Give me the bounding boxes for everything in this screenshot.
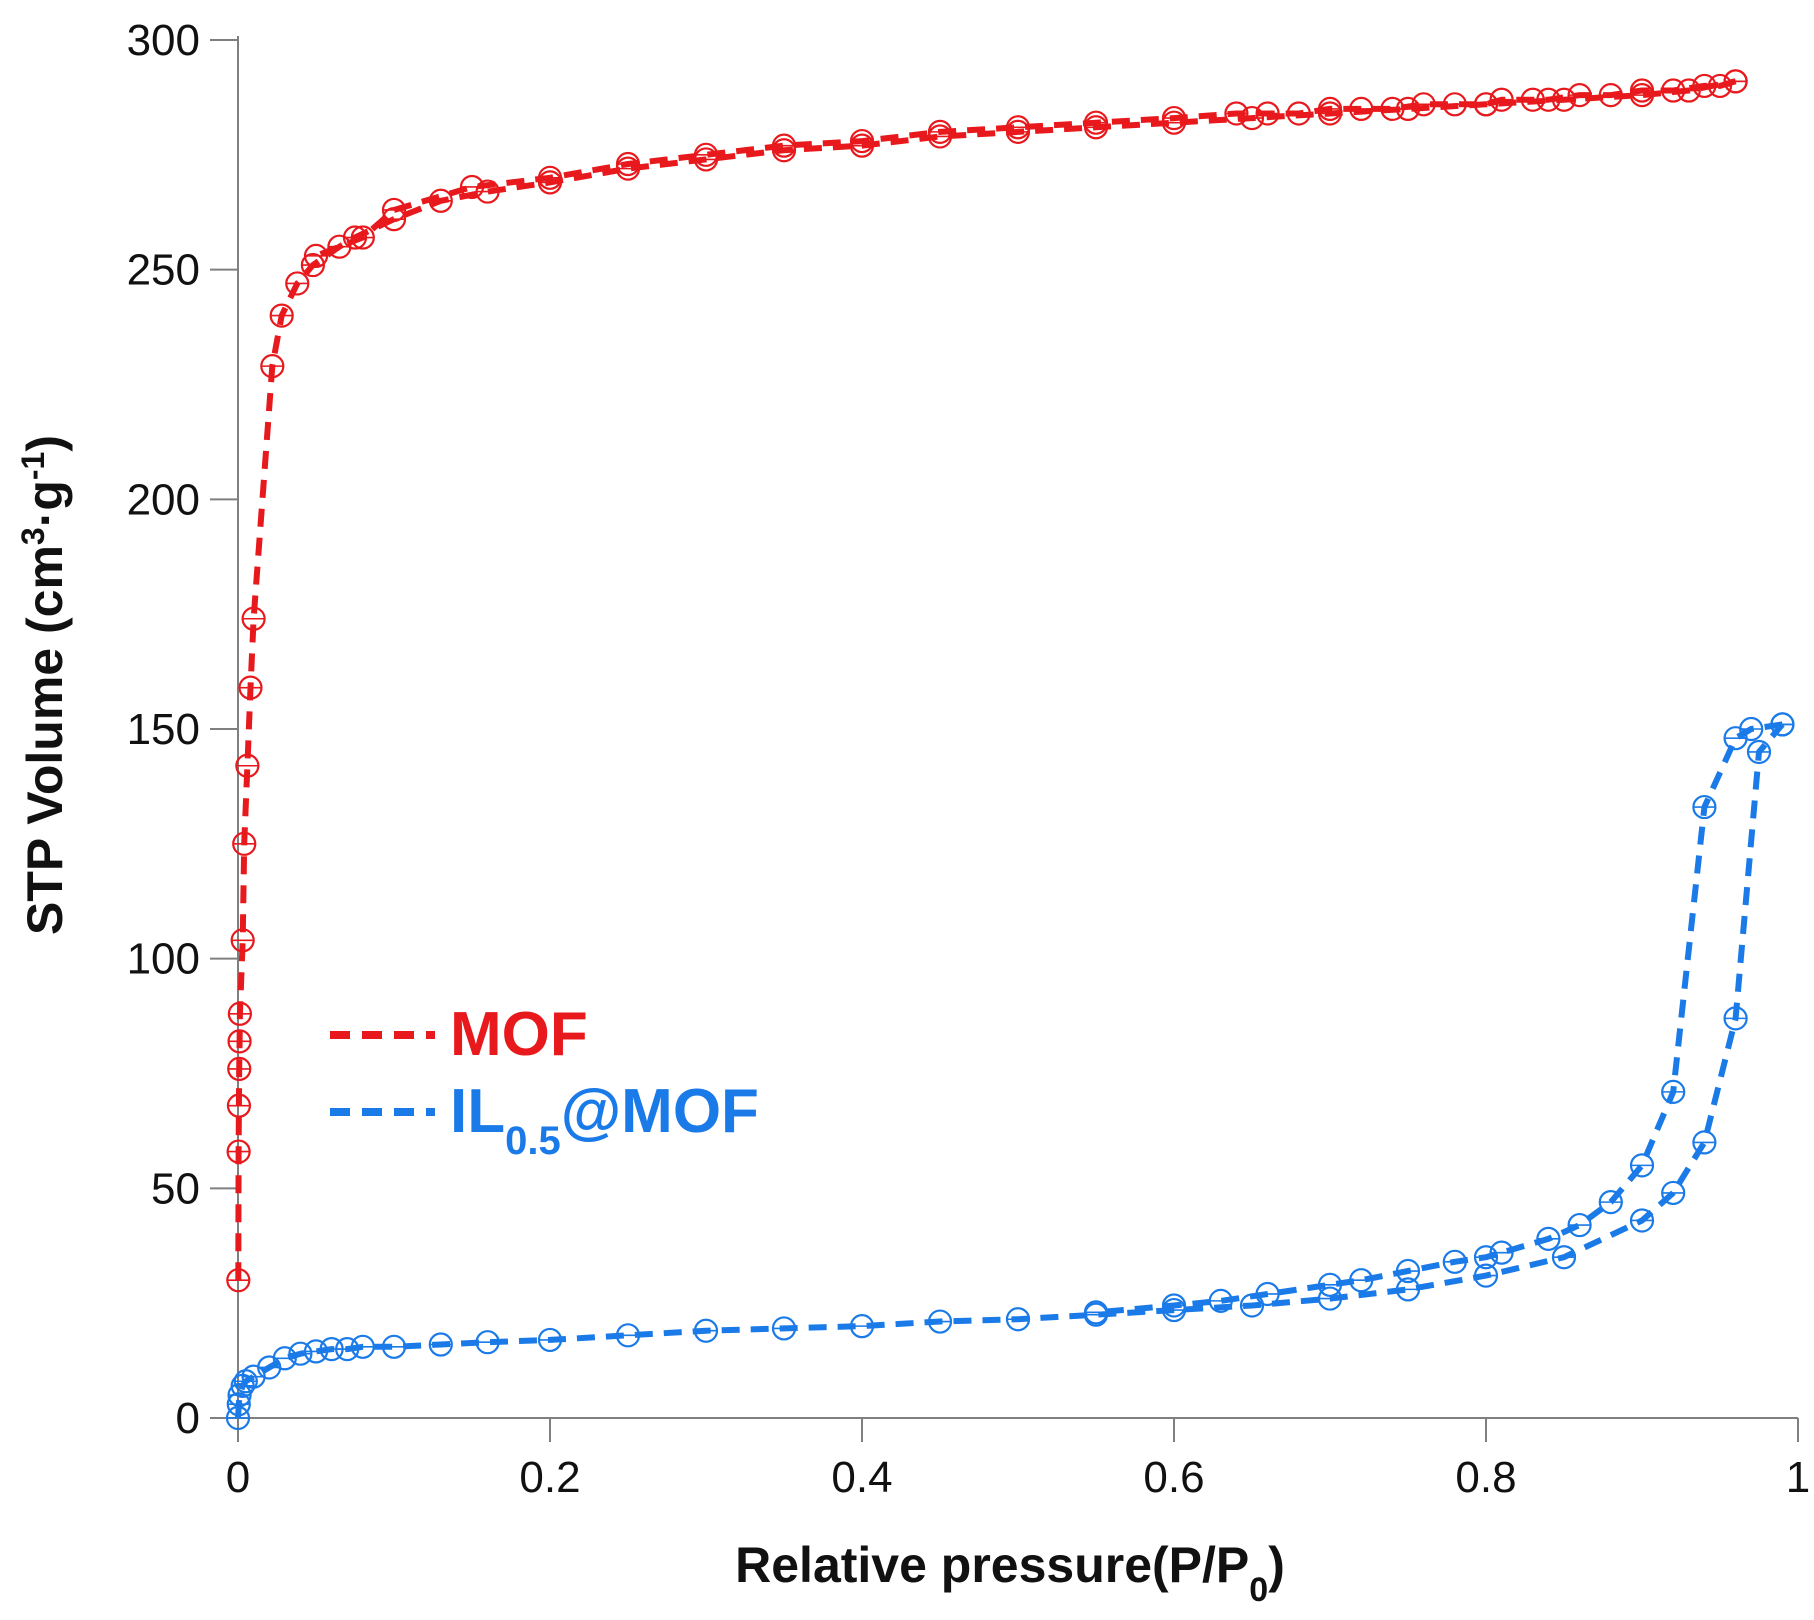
x-tick-label: 0.4 xyxy=(831,1453,892,1502)
y-tick-label: 50 xyxy=(151,1164,200,1213)
y-axis-title: STP Volume (cm3·g-1) xyxy=(15,435,73,935)
axes: 0 50 100 150 200 250 300 0 0.2 0.4 0.6 0.8 1 xyxy=(127,16,1811,1502)
y-tick-label: 300 xyxy=(127,16,200,65)
x-tick-label: 0.8 xyxy=(1455,1453,1516,1502)
legend: MOF IL0.5@MOF xyxy=(330,1000,759,1163)
series-layer xyxy=(225,69,1795,1431)
legend-label-mof: MOF xyxy=(450,1000,588,1069)
series-mof xyxy=(226,69,1748,1293)
y-tick-label: 150 xyxy=(127,705,200,754)
legend-label-il-mof: IL0.5@MOF xyxy=(450,1077,759,1163)
series-line-adsorption xyxy=(235,722,1785,1419)
legend-entry-il-mof: IL0.5@MOF xyxy=(330,1077,759,1163)
series-il-mof xyxy=(225,712,1795,1431)
x-tick-label: 0 xyxy=(226,1453,250,1502)
y-tick-label: 100 xyxy=(127,935,200,984)
y-tick-label: 250 xyxy=(127,246,200,295)
x-tick-label: 0.6 xyxy=(1143,1453,1204,1502)
legend-entry-mof: MOF xyxy=(330,1000,588,1069)
y-tick-label: 0 xyxy=(176,1394,200,1443)
x-tick-label: 0.2 xyxy=(519,1453,580,1502)
x-tick-label: 1 xyxy=(1786,1453,1810,1502)
x-axis-title: Relative pressure(P/P0) xyxy=(735,1537,1285,1609)
y-tick-label: 200 xyxy=(127,475,200,524)
